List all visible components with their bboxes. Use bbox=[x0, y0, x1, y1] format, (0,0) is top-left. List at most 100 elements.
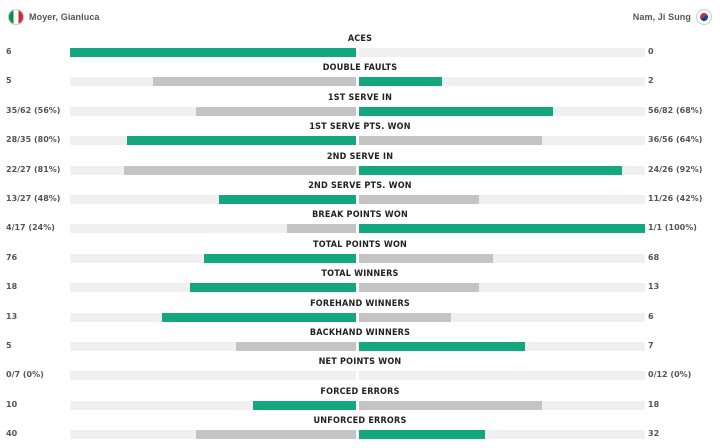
stat-value-left: 5 bbox=[6, 340, 12, 350]
stat-bar-left bbox=[253, 400, 356, 410]
stat-track-right bbox=[359, 430, 645, 440]
stat-bar-left bbox=[153, 77, 356, 87]
player-left: Moyer, Gianluca bbox=[8, 9, 105, 25]
stat-label: 1ST SERVE IN bbox=[327, 92, 393, 103]
stat-value-right: 13 bbox=[648, 282, 660, 292]
stat-track-right bbox=[359, 136, 645, 146]
stat-value-left: 13/27 (48%) bbox=[6, 193, 61, 203]
stat-bar-left bbox=[196, 106, 356, 116]
stat-track-right bbox=[359, 48, 645, 57]
stat-label: TOTAL WINNERS bbox=[321, 269, 399, 280]
stat-value-left: 4/17 (24%) bbox=[6, 223, 55, 233]
stat-value-right: 0/12 (0%) bbox=[648, 370, 692, 380]
stat-row: 1ST SERVE IN 35/62 (56%) 56/82 (68%) bbox=[0, 90, 720, 119]
stat-label: FORCED ERRORS bbox=[320, 386, 400, 397]
stat-track-right bbox=[359, 341, 645, 351]
stat-row: TOTAL POINTS WON 76 68 bbox=[0, 237, 720, 266]
stat-track-left bbox=[70, 136, 356, 146]
stat-track-right bbox=[359, 312, 645, 322]
stat-bar-right bbox=[359, 400, 542, 410]
stat-track-right bbox=[359, 253, 645, 263]
player-right-name: Nam, Ji Sung bbox=[632, 12, 691, 22]
stat-row: 1ST SERVE PTS. WON 28/35 (80%) 36/56 (64%) bbox=[0, 119, 720, 148]
stat-label: 2ND SERVE PTS. WON bbox=[308, 180, 412, 191]
stat-value-right: 24/26 (92%) bbox=[648, 164, 703, 174]
stat-bar-left bbox=[219, 194, 356, 204]
stat-label: ACES bbox=[347, 34, 373, 44]
stat-bar-left bbox=[127, 136, 356, 146]
italy-flag-icon bbox=[8, 9, 24, 25]
stat-track-left bbox=[70, 194, 356, 204]
stat-bar-right bbox=[359, 283, 479, 293]
stat-track-right bbox=[359, 165, 645, 175]
stat-value-right: 36/56 (64%) bbox=[648, 135, 703, 145]
stat-row: ACES 6 0 bbox=[0, 31, 720, 60]
stat-track-right bbox=[359, 400, 645, 410]
stats-list: ACES 6 0 DOUBLE FAULTS 5 2 1ST SERVE IN 35/62 (… bbox=[0, 31, 720, 442]
stat-bar-right bbox=[359, 341, 525, 351]
south-korea-flag-icon bbox=[696, 9, 712, 25]
stat-value-left: 35/62 (56%) bbox=[6, 105, 61, 115]
stat-bar-right bbox=[359, 224, 645, 234]
stat-row: DOUBLE FAULTS 5 2 bbox=[0, 60, 720, 89]
stat-label: BREAK POINTS WON bbox=[312, 210, 408, 221]
stat-row: FOREHAND WINNERS 13 6 bbox=[0, 296, 720, 325]
stat-value-right: 6 bbox=[648, 311, 654, 321]
stat-value-left: 6 bbox=[6, 47, 12, 56]
stat-value-left: 10 bbox=[6, 399, 18, 409]
stat-bar-left bbox=[70, 48, 356, 57]
stat-bar-right bbox=[359, 430, 485, 440]
stat-bar-right bbox=[359, 194, 479, 204]
stat-row: NET POINTS WON 0/7 (0%) 0/12 (0%) bbox=[0, 354, 720, 383]
stat-value-left: 18 bbox=[6, 282, 18, 292]
stat-value-left: 40 bbox=[6, 429, 18, 439]
stat-value-right: 68 bbox=[648, 252, 660, 262]
stat-label: NET POINTS WON bbox=[318, 357, 402, 368]
stat-track-left bbox=[70, 165, 356, 175]
stat-track-left bbox=[70, 224, 356, 234]
stat-track-left bbox=[70, 400, 356, 410]
stat-value-left: 22/27 (81%) bbox=[6, 164, 61, 174]
stat-value-right: 11/26 (42%) bbox=[648, 193, 703, 203]
stat-track-left bbox=[70, 341, 356, 351]
stat-value-right: 32 bbox=[648, 429, 660, 439]
stat-value-right: 1/1 (100%) bbox=[648, 223, 697, 233]
stat-track-right bbox=[359, 224, 645, 234]
stat-row: 2ND SERVE IN 22/27 (81%) 24/26 (92%) bbox=[0, 149, 720, 178]
stat-value-right: 2 bbox=[648, 76, 654, 86]
stat-track-right bbox=[359, 77, 645, 87]
stat-track-right bbox=[359, 371, 645, 381]
stat-track-left bbox=[70, 253, 356, 263]
stat-track-left bbox=[70, 106, 356, 116]
match-header: Moyer, Gianluca Nam, Ji Sung bbox=[0, 0, 720, 32]
stat-label: UNFORCED ERRORS bbox=[313, 416, 407, 427]
stat-label: DOUBLE FAULTS bbox=[322, 63, 398, 74]
stat-row: FORCED ERRORS 10 18 bbox=[0, 384, 720, 413]
stat-track-left bbox=[70, 371, 356, 381]
stat-track-left bbox=[70, 430, 356, 440]
stat-track-left bbox=[70, 283, 356, 293]
stat-value-right: 56/82 (68%) bbox=[648, 105, 703, 115]
stat-bar-left bbox=[236, 341, 356, 351]
stat-bar-right bbox=[359, 253, 493, 263]
stat-value-right: 18 bbox=[648, 399, 660, 409]
stat-track-right bbox=[359, 283, 645, 293]
stat-bar-left bbox=[190, 283, 356, 293]
stat-track-left bbox=[70, 77, 356, 87]
stat-label: TOTAL POINTS WON bbox=[312, 239, 408, 250]
stat-bar-right bbox=[359, 77, 442, 87]
stat-row: UNFORCED ERRORS 40 32 bbox=[0, 413, 720, 442]
stat-row: BACKHAND WINNERS 5 7 bbox=[0, 325, 720, 354]
stat-value-right: 7 bbox=[648, 340, 654, 350]
stat-track-left bbox=[70, 48, 356, 57]
player-left-name: Moyer, Gianluca bbox=[29, 12, 100, 22]
stat-label: BACKHAND WINNERS bbox=[309, 327, 411, 338]
player-right: Nam, Ji Sung bbox=[628, 9, 712, 25]
stat-bar-right bbox=[359, 165, 622, 175]
stat-track-right bbox=[359, 194, 645, 204]
stat-value-left: 5 bbox=[6, 76, 12, 86]
stat-value-left: 28/35 (80%) bbox=[6, 135, 61, 145]
stat-bar-right bbox=[359, 106, 553, 116]
stat-row: TOTAL WINNERS 18 13 bbox=[0, 266, 720, 295]
stat-bar-left bbox=[162, 312, 356, 322]
